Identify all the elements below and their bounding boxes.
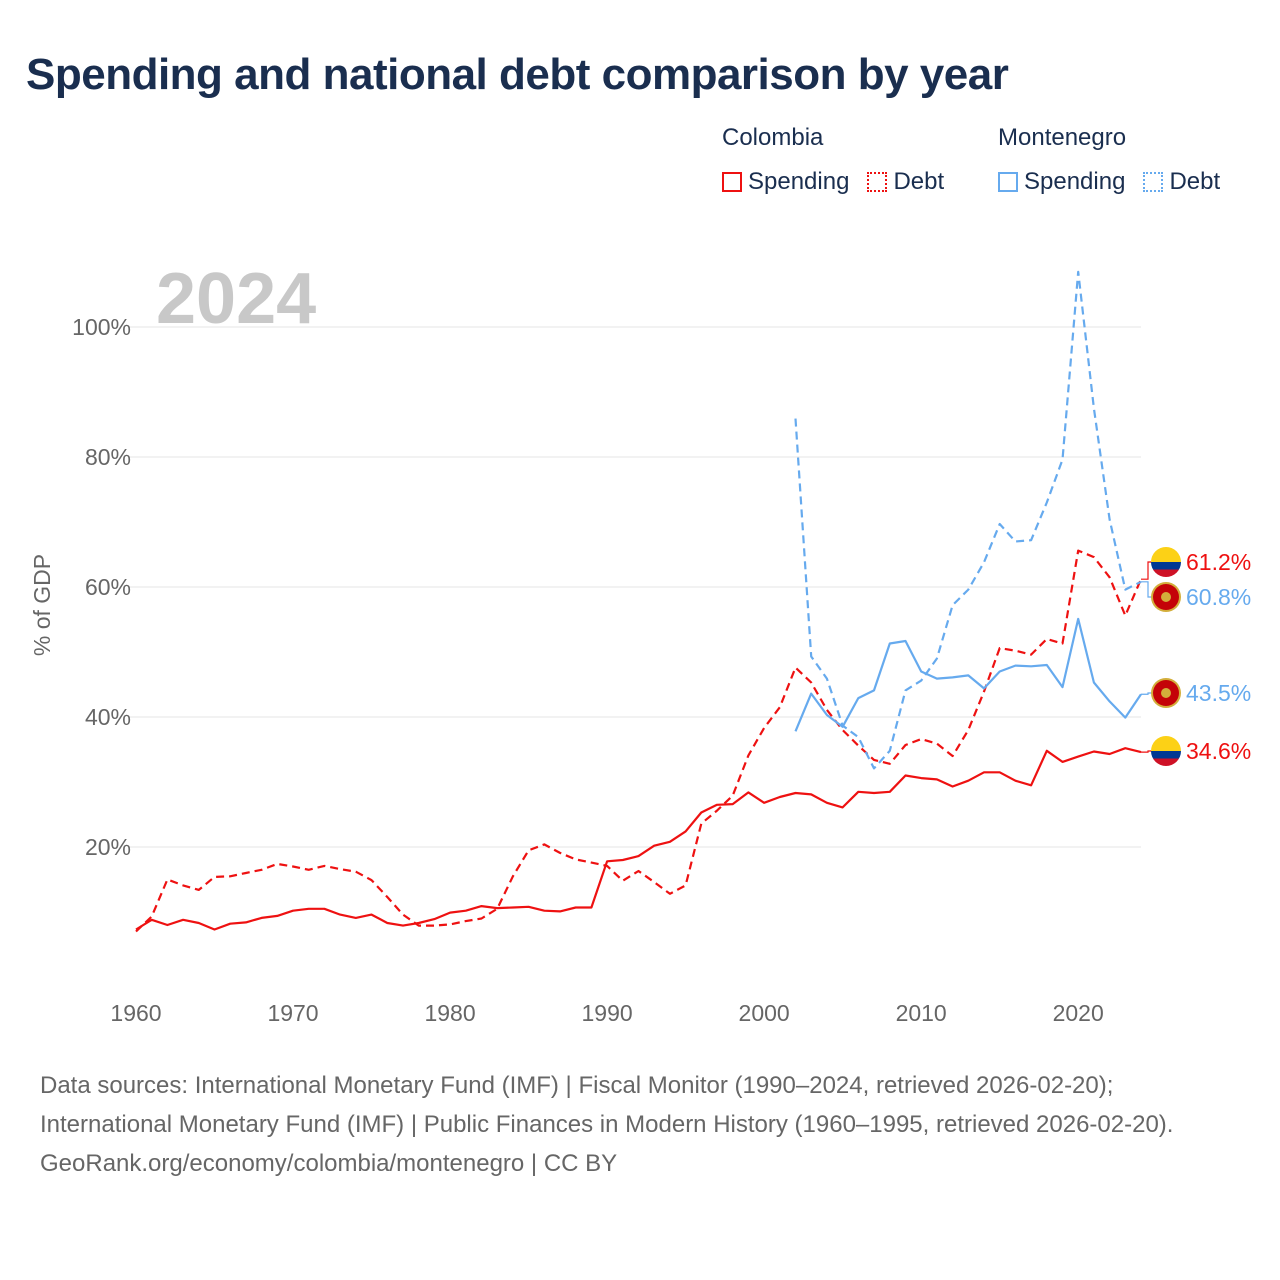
- montenegro-debt-end-label: 60.8%: [1186, 584, 1251, 610]
- montenegro-debt-connector: [1141, 581, 1152, 598]
- y-tick-label: 100%: [72, 314, 131, 340]
- colombia-debt-connector: [1141, 561, 1152, 580]
- colombia-debt-line: [135, 549, 1143, 933]
- x-tick-label: 1990: [582, 1000, 633, 1026]
- colombia-spending-end-label: 34.6%: [1186, 738, 1251, 764]
- montenegro-spending-flag-icon: [1151, 678, 1181, 708]
- x-tick-label: 1960: [110, 1000, 161, 1026]
- montenegro-spending-connector: [1141, 692, 1152, 695]
- x-tick-label: 1980: [424, 1000, 475, 1026]
- legend-montenegro-spending[interactable]: Spending: [998, 168, 1125, 196]
- legend-montenegro-title: Montenegro: [998, 124, 1127, 151]
- colombia-spending-line: [135, 747, 1142, 931]
- legend-montenegro: Montenegro Spending Debt: [998, 124, 1238, 196]
- legend-colombia-spending-label: Spending: [748, 168, 850, 195]
- legend-montenegro-spending-label: Spending: [1024, 168, 1126, 195]
- y-tick-label: 60%: [85, 574, 131, 600]
- montenegro-debt-line: [794, 270, 1142, 770]
- legend-colombia-debt[interactable]: Debt: [867, 168, 944, 196]
- legend-colombia: Colombia Spending Debt: [722, 124, 962, 196]
- footer: Data sources: International Monetary Fun…: [40, 1066, 1240, 1183]
- x-tick-label: 2020: [1053, 1000, 1104, 1026]
- colombia-spending-flag-icon: [1151, 736, 1181, 766]
- legend-colombia-spending[interactable]: Spending: [722, 168, 849, 196]
- legend-debt-swatch-montenegro: [1143, 172, 1164, 192]
- colombia-spending-connector: [1141, 750, 1152, 753]
- credit-link[interactable]: GeoRank.org/economy/colombia/montenegro …: [40, 1150, 618, 1177]
- colombia-debt-flag-icon: [1151, 547, 1181, 577]
- legend-colombia-debt-label: Debt: [893, 168, 945, 195]
- x-tick-label: 2010: [896, 1000, 947, 1026]
- y-tick-label: 80%: [85, 444, 131, 470]
- chart-plot: 20% 40% 60% 80% 100% 1960 1970 1980 1990 2000 2010…: [29, 259, 1251, 1026]
- legend-spending-swatch-colombia: [722, 172, 742, 192]
- legend-montenegro-debt-label: Debt: [1169, 168, 1221, 195]
- y-axis-label: % of GDP: [29, 554, 55, 656]
- data-sources: Data sources: International Monetary Fun…: [40, 1072, 1174, 1138]
- legend-montenegro-debt[interactable]: Debt: [1143, 168, 1220, 196]
- legend-spending-swatch-montenegro: [998, 172, 1018, 192]
- chart-title: Spending and national debt comparison by…: [26, 50, 1009, 99]
- y-tick-label: 40%: [85, 704, 131, 730]
- y-tick-label: 20%: [85, 834, 131, 860]
- montenegro-debt-flag-icon: [1151, 582, 1181, 612]
- colombia-debt-end-label: 61.2%: [1186, 549, 1251, 575]
- montenegro-spending-end-label: 43.5%: [1186, 680, 1251, 706]
- x-tick-label: 2000: [739, 1000, 790, 1026]
- legend-colombia-title: Colombia: [722, 124, 824, 151]
- legend-debt-swatch-colombia: [867, 172, 888, 192]
- year-label: 2024: [156, 259, 316, 339]
- montenegro-spending-line: [794, 617, 1142, 732]
- x-tick-label: 1970: [267, 1000, 318, 1026]
